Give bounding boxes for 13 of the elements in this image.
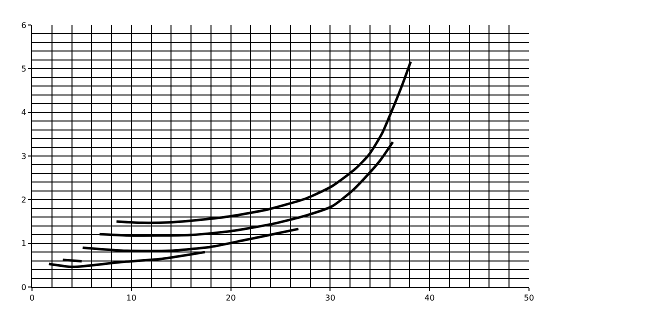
y-tick-label: 5 (21, 64, 26, 74)
x-tick-label: 40 (424, 294, 435, 303)
y-tick-label: 4 (21, 108, 26, 118)
y-tick-label: 0 (21, 282, 26, 292)
y-tick-label: 1 (21, 239, 26, 248)
y-tick-label: 3 (21, 152, 26, 161)
y-tick-label: 2 (21, 195, 26, 204)
x-tick-label: 20 (226, 294, 236, 303)
x-tick-label: 30 (325, 294, 336, 303)
y-tick-label: 6 (21, 20, 26, 30)
x-tick-label: 50 (524, 294, 534, 303)
x-tick-label: 10 (126, 294, 136, 303)
x-tick-label: 0 (29, 294, 35, 303)
